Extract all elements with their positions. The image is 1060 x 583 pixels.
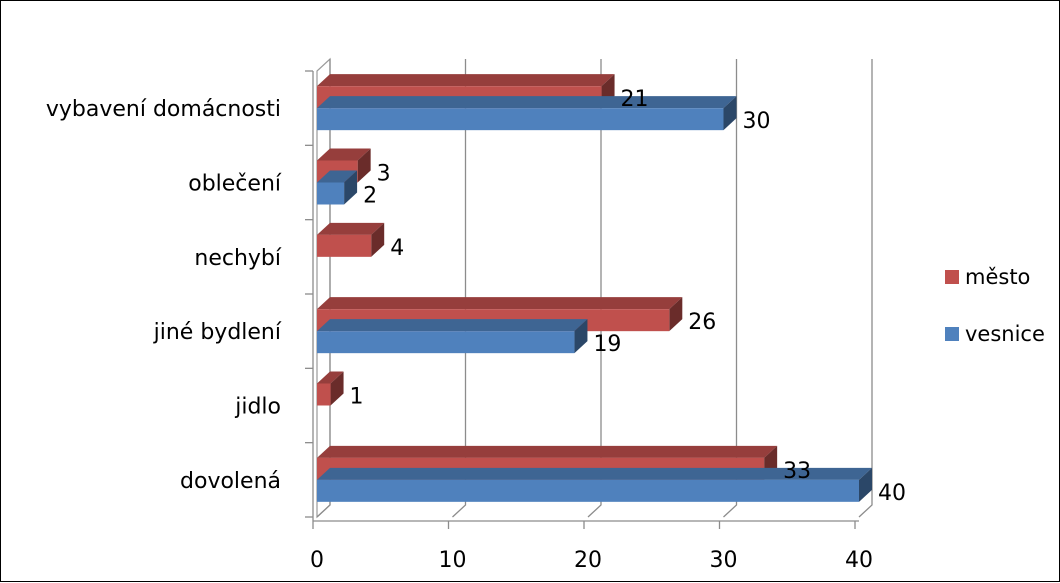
x-tick-labels: 0 10 20 30 40 (310, 548, 873, 573)
category-label: nechybí (194, 246, 282, 271)
category-label: oblečení (188, 172, 282, 197)
data-label: 4 (390, 236, 404, 261)
category-label: dovolená (180, 469, 281, 494)
data-label: 26 (688, 310, 716, 335)
legend: město vesnice (945, 265, 1045, 346)
gridline (723, 59, 738, 518)
data-label: 21 (621, 87, 649, 112)
legend-swatch (945, 327, 959, 341)
gridline (858, 59, 873, 518)
x-tick-label: 20 (574, 548, 602, 573)
category-label: vybavení domácnosti (46, 97, 281, 122)
x-tick-label: 30 (710, 548, 738, 573)
gridlines (316, 59, 873, 518)
gridline (316, 59, 331, 518)
category-labels: vybavení domácnosti oblečení nechybí jiné b… (46, 97, 282, 494)
gridline (452, 59, 467, 518)
bar-mesto-5 (317, 371, 344, 406)
data-labels: 21 30 32 4 26 19 1 33 40 (350, 87, 906, 506)
data-label: 1 (350, 385, 364, 410)
category-label: jidlo (234, 395, 281, 420)
bar-vesnice-2 (317, 170, 358, 205)
axes (305, 70, 859, 529)
legend-label: vesnice (965, 322, 1045, 346)
data-label: 3 (377, 162, 391, 187)
data-label: 33 (783, 459, 811, 484)
x-tick-label: 10 (439, 548, 467, 573)
legend-label: město (965, 265, 1030, 289)
data-label: 19 (593, 332, 621, 357)
x-tick-label: 40 (845, 548, 873, 573)
data-label: 2 (363, 184, 377, 209)
bars (317, 74, 872, 502)
data-label: 30 (743, 109, 771, 134)
bar-vesnice-4 (317, 319, 588, 354)
category-label: jiné bydlení (153, 320, 282, 345)
legend-swatch (945, 270, 959, 284)
bar-vesnice-6 (317, 467, 872, 502)
gridline (587, 59, 602, 518)
data-label: 40 (878, 481, 906, 506)
bar-mesto-3 (317, 222, 385, 257)
bar-vesnice-1 (317, 96, 737, 131)
x-tick-label: 0 (310, 548, 324, 573)
legend-entry: vesnice (945, 322, 1045, 346)
legend-entry: město (945, 265, 1030, 289)
